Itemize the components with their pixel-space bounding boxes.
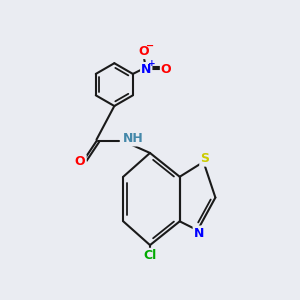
Text: NH: NH	[123, 132, 144, 145]
Text: Cl: Cl	[143, 249, 157, 262]
Text: O: O	[161, 63, 172, 76]
Text: +: +	[148, 59, 156, 68]
Text: −: −	[146, 41, 154, 51]
Text: N: N	[194, 227, 204, 240]
Text: O: O	[138, 45, 148, 58]
Text: N: N	[141, 63, 152, 76]
Text: S: S	[200, 152, 209, 165]
Text: O: O	[75, 155, 86, 168]
